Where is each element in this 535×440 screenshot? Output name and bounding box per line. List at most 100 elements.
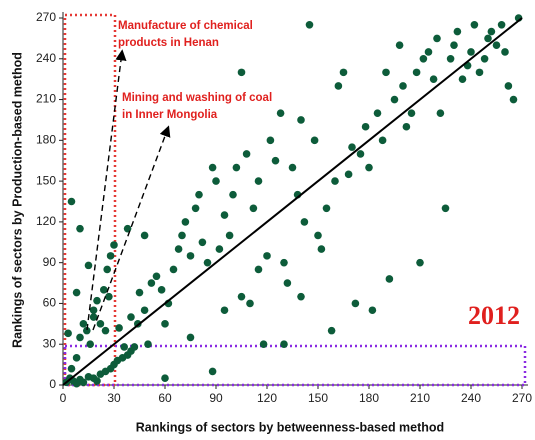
point <box>487 27 496 36</box>
point <box>147 279 156 287</box>
point <box>504 82 513 90</box>
point <box>331 177 339 185</box>
point <box>314 231 322 240</box>
point <box>271 156 280 165</box>
arrow <box>86 49 127 331</box>
point <box>436 109 445 117</box>
point <box>106 252 115 260</box>
point <box>249 204 258 213</box>
point <box>412 68 421 77</box>
point <box>254 177 263 185</box>
point <box>351 299 360 308</box>
point <box>120 343 128 351</box>
point <box>266 136 275 145</box>
point <box>334 82 343 90</box>
point <box>89 313 98 321</box>
point <box>208 367 217 376</box>
point <box>105 292 113 301</box>
point <box>242 150 251 158</box>
point <box>480 54 489 63</box>
point <box>93 377 101 385</box>
point <box>378 136 387 145</box>
point <box>237 292 246 301</box>
point <box>368 306 377 315</box>
year-label: 2012 <box>468 301 520 330</box>
point <box>470 20 479 29</box>
point <box>130 343 139 351</box>
point <box>186 252 195 260</box>
point <box>89 306 98 315</box>
point <box>509 95 518 104</box>
x-tick-label: 120 <box>257 391 277 405</box>
annotation: Manufacture of chemical <box>118 20 253 32</box>
point <box>361 122 370 131</box>
point <box>348 143 356 151</box>
x-tick-label: 30 <box>107 391 121 405</box>
y-tick-label: 240 <box>36 51 56 65</box>
point <box>161 320 169 328</box>
point <box>76 224 84 233</box>
point <box>229 190 237 199</box>
point <box>195 190 203 199</box>
point <box>115 324 123 332</box>
point <box>501 48 509 56</box>
point <box>300 218 309 226</box>
point <box>232 163 241 172</box>
point <box>225 231 234 240</box>
point <box>254 265 263 274</box>
point <box>356 150 365 158</box>
y-tick-label: 0 <box>49 377 56 391</box>
point <box>458 75 467 83</box>
point <box>84 261 93 270</box>
point <box>467 48 475 56</box>
y-tick-label: 210 <box>36 92 56 106</box>
point <box>385 275 394 283</box>
point <box>237 68 246 77</box>
point <box>429 75 438 83</box>
point <box>382 68 390 77</box>
point <box>203 258 212 267</box>
point <box>140 306 149 315</box>
point <box>446 54 455 63</box>
point <box>276 109 285 117</box>
y-tick-label: 90 <box>43 255 57 269</box>
x-tick-label: 90 <box>209 391 223 405</box>
point <box>344 170 353 179</box>
point <box>72 354 81 362</box>
point <box>152 272 161 281</box>
annotation: Mining and washing of coal <box>122 92 272 104</box>
arrow <box>92 125 171 331</box>
point <box>305 20 314 29</box>
point <box>67 197 76 206</box>
point <box>135 288 144 297</box>
point <box>140 231 149 240</box>
point <box>64 329 72 338</box>
y-tick-label: 180 <box>36 133 56 147</box>
point <box>186 333 195 342</box>
point <box>407 109 416 117</box>
point <box>110 241 118 249</box>
x-tick-label: 60 <box>158 391 172 405</box>
point <box>79 378 88 387</box>
point <box>103 265 111 274</box>
point <box>280 258 288 267</box>
annotation: products in Henan <box>118 37 219 49</box>
y-tick-label: 120 <box>36 214 56 228</box>
y-tick-label: 60 <box>43 296 57 310</box>
point <box>390 95 399 104</box>
point <box>212 177 220 185</box>
point <box>433 34 441 43</box>
point <box>365 163 373 172</box>
point <box>96 320 105 328</box>
point <box>453 27 462 36</box>
x-tick-label: 210 <box>410 391 430 405</box>
point <box>259 340 268 349</box>
point <box>101 326 110 335</box>
point <box>419 54 428 63</box>
point <box>191 204 200 213</box>
point <box>67 364 76 373</box>
highlight-box <box>63 13 117 387</box>
point <box>288 163 297 172</box>
point <box>497 20 506 29</box>
